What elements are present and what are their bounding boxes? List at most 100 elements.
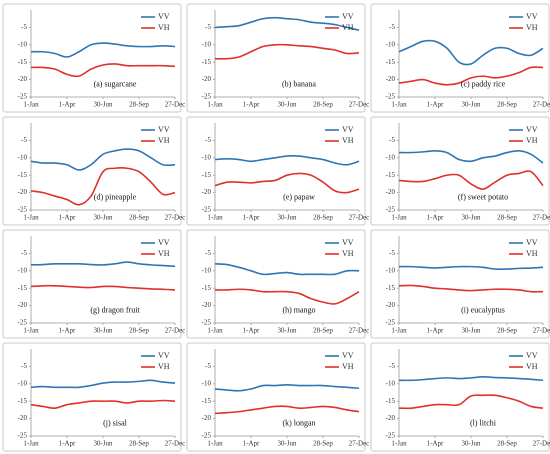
x-tick-label: 28-Sep — [497, 327, 517, 335]
legend-label: VV — [342, 238, 354, 247]
x-tick-label: 27-Dec — [349, 214, 370, 222]
y-tick-label: -15 — [202, 58, 212, 66]
series-line — [398, 39, 544, 66]
x-tick-label: 1-Apr — [427, 327, 444, 335]
series-line — [398, 376, 544, 382]
chart-title: (e) papaw — [283, 193, 315, 202]
y-tick-label: -20 — [386, 301, 396, 309]
x-tick-label: 27-Dec — [165, 440, 186, 448]
chart-title: (l) litchi — [470, 419, 497, 428]
y-tick-label: -5 — [21, 362, 27, 370]
y-tick-label: -10 — [386, 40, 396, 48]
legend-label: VV — [526, 351, 538, 360]
series-line — [214, 384, 360, 392]
series-line — [214, 405, 360, 415]
y-tick-label: -15 — [18, 284, 28, 292]
y-tick-label: -25 — [18, 432, 28, 440]
x-tick-label: 27-Dec — [349, 440, 370, 448]
x-tick-label: 28-Sep — [313, 101, 333, 109]
y-tick-label: -10 — [386, 153, 396, 161]
y-tick-label: -5 — [205, 23, 211, 31]
x-tick-label: 1-Apr — [243, 440, 260, 448]
x-tick-label: 27-Dec — [349, 327, 370, 335]
series-line — [30, 261, 176, 268]
legend-label: VV — [158, 238, 170, 247]
legend-label: VH — [526, 23, 538, 32]
y-tick-label: -15 — [386, 58, 396, 66]
chart-title: (k) longan — [282, 419, 315, 428]
y-tick-label: -10 — [386, 379, 396, 387]
x-tick-label: 1-Jan — [207, 214, 223, 222]
series-line — [30, 148, 176, 171]
y-tick-label: -5 — [205, 249, 211, 257]
y-tick-label: -25 — [18, 319, 28, 327]
x-tick-label: 1-Jan — [391, 214, 407, 222]
y-tick-label: -10 — [386, 266, 396, 274]
legend-label: VH — [342, 249, 354, 258]
x-tick-label: 28-Sep — [313, 214, 333, 222]
x-tick-label: 28-Sep — [129, 101, 149, 109]
legend-label: VV — [342, 125, 354, 134]
chart-title: (i) eucalyptus — [461, 306, 505, 315]
series-line — [30, 167, 176, 206]
x-tick-label: 28-Sep — [497, 101, 517, 109]
panel-border — [370, 116, 550, 226]
x-tick-label: 1-Apr — [59, 327, 76, 335]
x-tick-label: 27-Dec — [349, 101, 370, 109]
legend-label: VH — [526, 249, 538, 258]
x-tick-label: 1-Apr — [243, 101, 260, 109]
series-line — [30, 284, 176, 291]
panel-border — [186, 229, 366, 339]
x-tick-label: 30-Jun — [277, 101, 297, 109]
y-tick-label: -10 — [202, 40, 212, 48]
series-line — [214, 172, 360, 194]
x-tick-label: 30-Jun — [93, 440, 113, 448]
y-tick-label: -20 — [202, 75, 212, 83]
x-tick-label: 28-Sep — [129, 214, 149, 222]
x-tick-label: 30-Jun — [93, 327, 113, 335]
y-tick-label: -10 — [18, 266, 28, 274]
x-tick-label: 1-Apr — [59, 101, 76, 109]
legend-label: VH — [158, 23, 170, 32]
y-tick-label: -15 — [202, 171, 212, 179]
x-tick-label: 27-Dec — [533, 101, 550, 109]
y-tick-label: -15 — [18, 397, 28, 405]
chart-title: (j) sisal — [103, 419, 128, 428]
legend-label: VH — [526, 362, 538, 371]
x-tick-label: 1-Apr — [243, 327, 260, 335]
x-tick-label: 30-Jun — [461, 440, 481, 448]
x-tick-label: 30-Jun — [93, 101, 113, 109]
x-tick-label: 1-Jan — [207, 101, 223, 109]
x-tick-label: 1-Apr — [59, 440, 76, 448]
chart-title: (g) dragon fruit — [90, 306, 140, 315]
x-tick-label: 28-Sep — [497, 214, 517, 222]
y-tick-label: -10 — [202, 379, 212, 387]
x-tick-label: 28-Sep — [129, 440, 149, 448]
legend-label: VH — [158, 136, 170, 145]
series-line — [398, 66, 544, 86]
x-tick-label: 1-Apr — [427, 214, 444, 222]
chart-title: (f) sweet potato — [458, 193, 508, 202]
y-tick-label: -10 — [18, 40, 28, 48]
chart-title: (d) pineapple — [94, 193, 137, 202]
legend-label: VH — [342, 362, 354, 371]
y-tick-label: -25 — [202, 206, 212, 214]
series-line — [30, 379, 176, 389]
y-tick-label: -25 — [202, 432, 212, 440]
legend-label: VH — [342, 23, 354, 32]
x-tick-label: 1-Apr — [427, 101, 444, 109]
y-tick-label: -20 — [18, 414, 28, 422]
legend-label: VV — [158, 351, 170, 360]
legend-label: VV — [158, 12, 170, 21]
x-tick-label: 30-Jun — [277, 327, 297, 335]
legend-label: VH — [158, 362, 170, 371]
y-tick-label: -20 — [202, 188, 212, 196]
y-tick-label: -20 — [386, 188, 396, 196]
x-tick-label: 1-Apr — [427, 440, 444, 448]
series-line — [214, 155, 360, 166]
y-tick-label: -15 — [18, 58, 28, 66]
y-tick-label: -25 — [202, 93, 212, 101]
y-tick-label: -5 — [21, 249, 27, 257]
x-tick-label: 1-Jan — [391, 327, 407, 335]
x-tick-label: 1-Jan — [207, 440, 223, 448]
